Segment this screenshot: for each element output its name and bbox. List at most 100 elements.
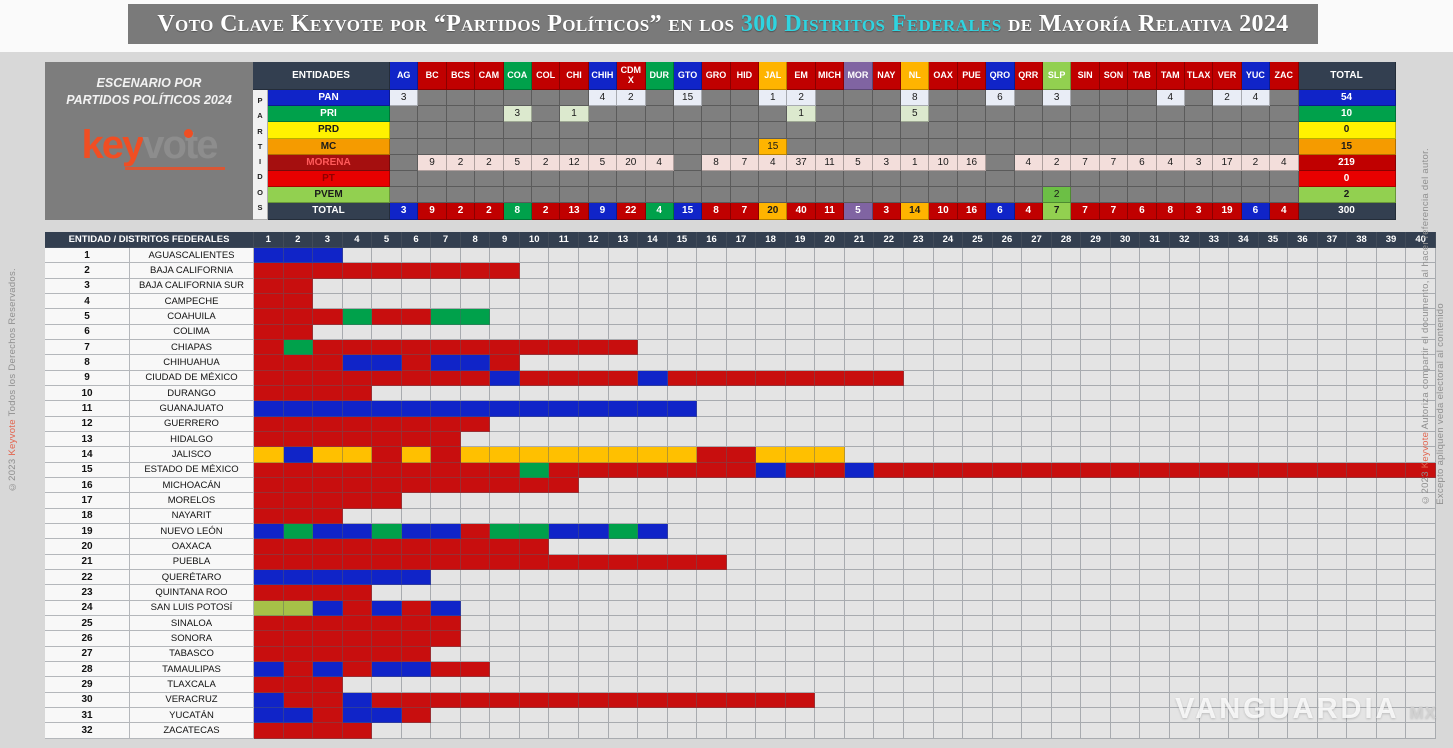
district-cell-7-36 (1288, 339, 1318, 356)
district-cell-8-31 (1140, 355, 1170, 371)
district-cell-29-23 (904, 677, 934, 693)
district-cell-14-29 (1081, 447, 1111, 463)
district-cell-22-24 (933, 569, 964, 586)
district-cell-20-36 (1288, 539, 1318, 555)
district-cell-4-6 (401, 293, 432, 310)
cell-MORENA-JAL: 4 (759, 154, 788, 171)
cell-PRD-CAM (475, 122, 504, 139)
district-cell-23-33 (1199, 585, 1230, 601)
cell-PRD-MOR (844, 122, 873, 139)
district-winner-grid: ENTIDAD / DISTRITOS FEDERALES 1 2 3 4 5 6 7 8 9 10… (45, 232, 1436, 739)
district-cell-30-16 (697, 692, 727, 708)
district-cell-30-22 (874, 692, 905, 708)
district-cell-5-34 (1229, 309, 1259, 325)
district-cell-31-7 (431, 707, 461, 724)
cell-PVEM-CHIH (588, 187, 618, 204)
district-cell-14-22 (874, 447, 905, 463)
district-cell-11-1 (254, 401, 284, 417)
cell-PRI-NAY (872, 106, 902, 123)
party-total-PAN: 54 (1298, 90, 1396, 107)
district-cell-6-1 (254, 324, 284, 340)
district-cell-2-19 (785, 263, 816, 279)
district-cell-5-14 (638, 309, 668, 325)
district-cell-21-38 (1347, 554, 1377, 570)
district-cell-23-8 (460, 585, 491, 601)
district-cell-20-1 (254, 539, 284, 555)
district-cell-6-31 (1140, 324, 1170, 340)
cell-PRD-TAM (1156, 122, 1185, 139)
district-col-header-17: 17 (726, 232, 757, 248)
district-cell-1-20 (815, 248, 845, 264)
district-cell-29-5 (372, 677, 402, 693)
district-cell-19-37 (1317, 523, 1348, 540)
district-cell-29-27 (1022, 677, 1052, 693)
cell-MC-COA (503, 138, 532, 155)
state-row-name-17: MORELOS (130, 493, 254, 509)
district-cell-29-11 (549, 677, 580, 693)
district-cell-27-35 (1258, 646, 1289, 662)
district-cell-30-10 (519, 692, 550, 708)
cell-PT-JAL (759, 170, 788, 188)
district-cell-4-32 (1169, 293, 1200, 310)
cell-PRI-BCS (446, 106, 476, 123)
district-cell-18-3 (313, 508, 343, 524)
district-cell-16-21 (844, 477, 875, 494)
vanguardia-text: VANGUARDIA (1175, 693, 1399, 725)
district-cell-12-37 (1317, 416, 1348, 432)
district-cell-27-12 (579, 646, 609, 662)
district-cell-28-33 (1199, 661, 1230, 678)
cell-MC-VER (1213, 138, 1242, 155)
district-cell-19-20 (815, 523, 845, 540)
district-cell-27-16 (697, 646, 727, 662)
district-cell-4-21 (844, 293, 875, 310)
district-cell-3-17 (726, 278, 757, 294)
cell-PAN-MICH (815, 90, 845, 107)
district-cell-27-9 (490, 646, 520, 662)
district-cell-27-24 (933, 646, 964, 662)
district-cell-15-28 (1051, 462, 1082, 478)
district-cell-17-6 (401, 493, 432, 509)
district-cell-6-4 (342, 324, 373, 340)
cell-PVEM-JAL (759, 187, 788, 204)
district-cell-21-5 (372, 554, 402, 570)
cell-PT-GTO (673, 170, 703, 188)
state-col-header-NAY: NAY (872, 62, 902, 90)
district-cell-17-35 (1258, 493, 1289, 509)
state-row-name-20: OAXACA (130, 539, 254, 555)
district-cell-22-39 (1376, 569, 1407, 586)
cell-PT-BCS (446, 170, 476, 188)
cell-MC-DUR (645, 138, 674, 155)
district-cell-5-35 (1258, 309, 1289, 325)
district-cell-6-24 (933, 324, 964, 340)
district-cell-7-27 (1022, 339, 1052, 356)
district-cell-6-13 (608, 324, 639, 340)
district-cell-24-40 (1406, 600, 1436, 616)
district-cell-22-15 (667, 569, 698, 586)
cell-MORENA-CHIH: 5 (588, 154, 618, 171)
district-cell-8-1 (254, 355, 284, 371)
cell-PT-HID (730, 170, 760, 188)
district-cell-19-31 (1140, 523, 1170, 540)
cell-PAN-AG: 3 (390, 90, 419, 107)
district-cell-7-18 (756, 339, 786, 356)
district-col-header-40: 40 (1406, 232, 1436, 248)
district-cell-10-1 (254, 385, 284, 402)
district-cell-29-1 (254, 677, 284, 693)
district-cell-1-36 (1288, 248, 1318, 264)
district-cell-30-5 (372, 692, 402, 708)
district-cell-5-21 (844, 309, 875, 325)
district-cell-20-20 (815, 539, 845, 555)
district-cell-28-38 (1347, 661, 1377, 678)
cell-PT-COL (531, 170, 561, 188)
district-cell-20-16 (697, 539, 727, 555)
party-total-MORENA: 219 (1298, 154, 1396, 171)
district-cell-15-40 (1406, 462, 1436, 478)
district-cell-32-27 (1022, 723, 1052, 739)
district-col-header-29: 29 (1081, 232, 1111, 248)
district-cell-11-34 (1229, 401, 1259, 417)
cell-MORENA-CHI: 12 (560, 154, 589, 171)
district-cell-11-6 (401, 401, 432, 417)
district-cell-6-35 (1258, 324, 1289, 340)
district-cell-24-15 (667, 600, 698, 616)
